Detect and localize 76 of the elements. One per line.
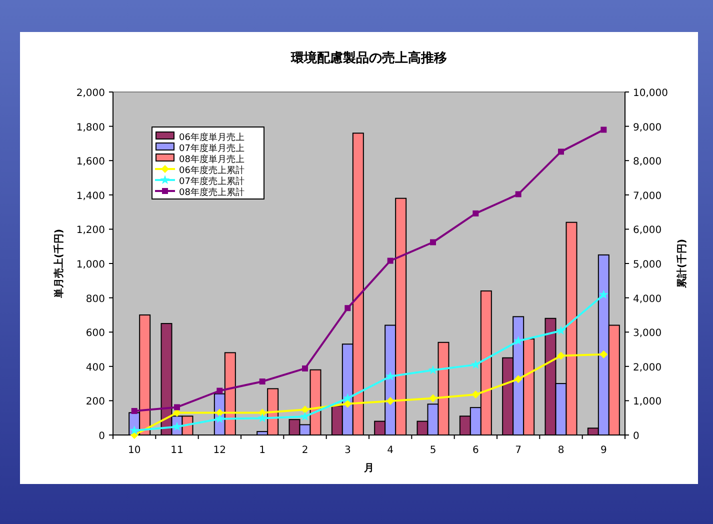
legend-label: 06年度単月売上 xyxy=(179,132,244,143)
point xyxy=(386,397,394,406)
point xyxy=(130,426,140,435)
y2-tick-label: 1,000 xyxy=(633,396,662,408)
y2-tick-label: 9,000 xyxy=(633,122,662,134)
point xyxy=(344,305,351,312)
point xyxy=(216,408,224,417)
point xyxy=(472,390,480,399)
point xyxy=(214,414,224,423)
point xyxy=(556,326,566,335)
point xyxy=(558,148,564,155)
y-tick-label: 800 xyxy=(86,294,105,305)
y-tick-label: 0 xyxy=(98,431,105,442)
x-tick-label: 4 xyxy=(387,445,394,456)
y-tick-label: 1,600 xyxy=(76,156,105,168)
point xyxy=(302,365,308,372)
point xyxy=(430,239,436,246)
y-tick-label: 400 xyxy=(86,362,105,374)
x-axis-title: 月 xyxy=(363,463,374,474)
y-tick-label: 1,400 xyxy=(76,190,105,202)
x-tick-label: 2 xyxy=(302,445,308,456)
x-tick-label: 8 xyxy=(558,445,564,456)
y-axis-title: 単月売上(千円) xyxy=(53,228,65,300)
point xyxy=(386,371,396,380)
point xyxy=(472,210,479,216)
legend-label: 07年度単月売上 xyxy=(179,143,244,154)
point xyxy=(429,394,437,402)
x-tick-label: 1 xyxy=(259,445,266,456)
x-tick-label: 9 xyxy=(600,445,607,456)
legend-label: 08年度単月売上 xyxy=(179,154,244,165)
point xyxy=(131,408,138,414)
y-tick-label: 600 xyxy=(86,328,105,340)
point xyxy=(600,350,608,358)
y2-tick-label: 7,000 xyxy=(633,190,662,202)
x-tick-label: 3 xyxy=(344,445,351,456)
point xyxy=(515,191,522,198)
legend-label: 06年度売上累計 xyxy=(179,165,244,176)
point xyxy=(387,258,394,264)
y-tick-label: 2,000 xyxy=(76,88,105,99)
point xyxy=(557,352,565,360)
legend-label: 08年度売上累計 xyxy=(179,187,244,198)
point xyxy=(344,400,352,408)
x-tick-label: 6 xyxy=(472,445,479,456)
y2-tick-label: 10,000 xyxy=(633,88,668,99)
y-tick-label: 200 xyxy=(86,396,105,408)
legend-label: 07年度売上累計 xyxy=(179,176,244,187)
y2-tick-label: 2,000 xyxy=(633,362,662,374)
point xyxy=(301,406,309,414)
y2-tick-label: 8,000 xyxy=(633,156,662,168)
y2-tick-label: 3,000 xyxy=(633,328,662,340)
y-tick-label: 1,200 xyxy=(76,225,105,236)
point xyxy=(428,365,438,374)
y2-axis-title: 累計(千円) xyxy=(676,238,688,290)
chart-title: 環境配慮製品の売上高推移 xyxy=(290,50,447,66)
point xyxy=(259,378,266,384)
x-tick-label: 11 xyxy=(170,445,184,456)
y-tick-label: 1,000 xyxy=(76,260,105,270)
x-tick-label: 10 xyxy=(128,445,141,456)
x-tick-label: 12 xyxy=(213,445,226,456)
y2-tick-label: 4,000 xyxy=(633,294,662,305)
y-tick-label: 1,800 xyxy=(76,122,105,134)
point xyxy=(174,404,180,410)
point xyxy=(600,126,607,133)
point xyxy=(598,290,608,299)
point xyxy=(470,360,480,369)
point xyxy=(258,413,268,422)
point xyxy=(300,411,310,421)
x-tick-label: 7 xyxy=(515,445,522,456)
point xyxy=(216,388,223,394)
y2-tick-label: 5,000 xyxy=(633,260,662,270)
y2-tick-label: 6,000 xyxy=(633,225,662,236)
y2-tick-label: 0 xyxy=(633,431,640,442)
x-tick-label: 5 xyxy=(430,445,436,456)
point xyxy=(514,375,522,384)
point xyxy=(258,408,266,417)
point xyxy=(342,393,352,402)
